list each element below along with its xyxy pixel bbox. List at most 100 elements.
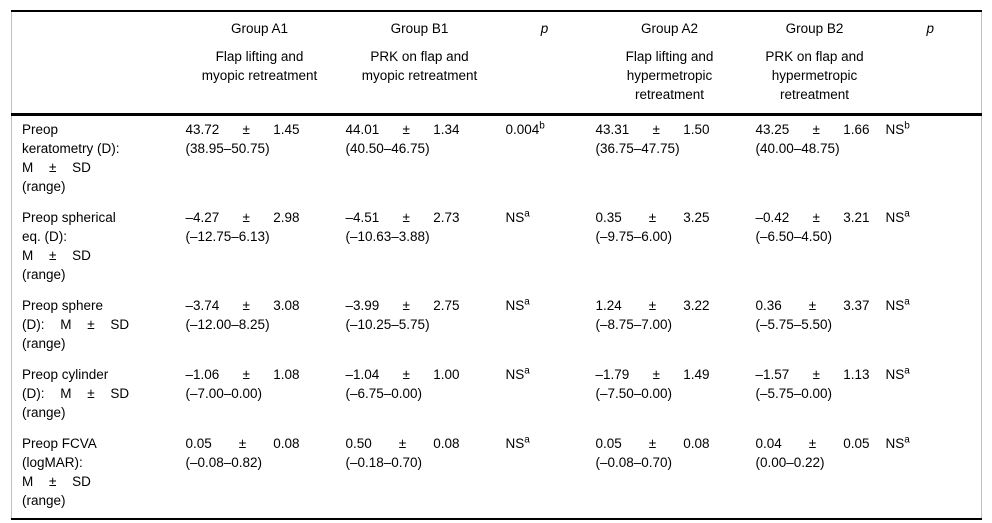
plus-minus: ±: [238, 436, 247, 451]
plus-minus: ±: [652, 367, 660, 382]
mean-value: 0.35: [595, 210, 622, 225]
cell-group-b2: 0.04 ±0.05 (0.00–0.22): [750, 430, 880, 519]
p-value: NS: [885, 436, 905, 451]
range-value: (–5.75–5.50): [755, 317, 833, 332]
plus-minus: ±: [652, 122, 660, 137]
cell-group-a1: 0.05 ±0.08 (–0.08–0.82): [180, 430, 340, 519]
table-row-preop-fcva: Preop FCVA (logMAR): M ± SD (range) 0.05…: [12, 430, 982, 519]
cell-group-b1: 44.01 ±1.34 (40.50–46.75): [340, 115, 500, 205]
plus-minus: ±: [648, 436, 657, 451]
mean-sd-line: –3.74 ±3.08: [186, 296, 300, 315]
mean-sd-line: –4.27 ±2.98: [186, 208, 300, 227]
cell-p2: NSb: [880, 115, 982, 205]
range-value: (0.00–0.22): [755, 455, 825, 470]
group-subtitle-line: retreatment: [779, 87, 850, 102]
mean-sd-line: –1.06 ±1.08: [186, 365, 300, 384]
row-label: Preop sphere (D): M ± SD (range): [12, 292, 180, 361]
range-value: (–0.18–0.70): [345, 455, 423, 470]
column-header-p1: p: [499, 11, 590, 116]
sd-value: 1.13: [843, 367, 870, 382]
preop-data-table: Group A1 Flap lifting and myopic retreat…: [11, 10, 982, 520]
mean-value: 0.05: [595, 436, 622, 451]
cell-p2: NSa: [880, 361, 982, 430]
sd-value: 3.22: [683, 298, 710, 313]
mean-sd-line: 0.35 ±3.25: [596, 208, 710, 227]
cell-group-b1: 0.50 ±0.08 (–0.18–0.70): [340, 430, 500, 519]
p-superscript: a: [904, 434, 910, 446]
mean-sd-line: 43.31 ±1.50: [596, 120, 710, 139]
cell-group-b2: 43.25 ±1.66 (40.00–48.75): [750, 115, 880, 205]
cell-group-a1: –1.06 ±1.08 (–7.00–0.00): [180, 361, 340, 430]
cell-group-a2: –1.79 ±1.49 (–7.50–0.00): [590, 361, 750, 430]
plus-minus: ±: [812, 210, 820, 225]
cell-group-b2: 0.36 ±3.37 (–5.75–5.50): [750, 292, 880, 361]
p-value: NS: [885, 122, 905, 137]
mean-sd-line: 1.24 ±3.22: [596, 296, 710, 315]
p-superscript: a: [524, 208, 530, 220]
group-name: Group B1: [390, 21, 449, 36]
plus-minus: ±: [242, 298, 250, 313]
range-value: (–12.00–8.25): [185, 317, 270, 332]
plus-minus: ±: [242, 122, 250, 137]
cell-group-a2: 0.35 ±3.25 (–9.75–6.00): [590, 204, 750, 292]
column-header-group-a1: Group A1 Flap lifting and myopic retreat…: [179, 11, 340, 116]
range-value: (–10.25–5.75): [345, 317, 430, 332]
mean-sd-line: 0.05 ±0.08: [596, 434, 710, 453]
mean-value: –3.99: [345, 298, 380, 313]
label-line: Preop FCVA: [22, 436, 97, 451]
label-line: Preop spherical: [22, 210, 116, 225]
p-value: NS: [505, 367, 525, 382]
plus-minus: ±: [398, 436, 407, 451]
group-subtitle: PRK on flap and myopic retreatment: [344, 47, 496, 85]
plus-minus: ±: [242, 367, 250, 382]
p-superscript: a: [524, 296, 530, 308]
mean-sd-line: –4.51 ±2.73: [346, 208, 460, 227]
mean-value: 0.50: [345, 436, 372, 451]
range-value: (40.50–46.75): [345, 141, 430, 156]
label-line: (range): [22, 405, 66, 420]
p-value: NS: [505, 436, 525, 451]
sd-value: 1.66: [843, 122, 870, 137]
mean-sd-line: 0.05 ±0.08: [186, 434, 300, 453]
mean-value: 1.24: [595, 298, 622, 313]
label-line: Preop: [22, 122, 59, 137]
range-value: (36.75–47.75): [595, 141, 680, 156]
mean-value: 0.05: [185, 436, 212, 451]
group-subtitle-line: myopic retreatment: [201, 68, 318, 83]
cell-p2: NSa: [880, 292, 982, 361]
column-header-group-b2: Group B2 PRK on flap and hypermetropic r…: [749, 11, 880, 116]
column-header-p2: p: [879, 11, 982, 116]
mean-sd-line: –3.99 ±2.75: [346, 296, 460, 315]
sd-value: 2.75: [433, 298, 460, 313]
group-subtitle-line: hypermetropic: [626, 68, 713, 83]
sd-value: 0.08: [433, 436, 460, 451]
table-row-preop-sphere: Preop sphere (D): M ± SD (range) –3.74 ±3…: [12, 292, 982, 361]
cell-p1: NSa: [500, 204, 590, 292]
cell-p1: NSa: [500, 430, 590, 519]
group-subtitle-line: hypermetropic: [771, 68, 858, 83]
mean-sd-line: 0.50 ±0.08: [346, 434, 460, 453]
label-line: (range): [22, 336, 66, 351]
plus-minus: ±: [812, 367, 820, 382]
cell-p1: NSa: [500, 361, 590, 430]
mean-sd-line: –1.57 ±1.13: [756, 365, 870, 384]
row-label: Preop keratometry (D): M ± SD (range): [12, 115, 180, 205]
label-line: M ± SD: [22, 160, 91, 175]
sd-value: 0.05: [843, 436, 870, 451]
header-row: Group A1 Flap lifting and myopic retreat…: [11, 11, 982, 116]
sd-value: 2.73: [433, 210, 460, 225]
sd-value: 1.50: [683, 122, 710, 137]
mean-value: 43.25: [755, 122, 790, 137]
p-column-label: p: [926, 21, 934, 36]
range-value: (–12.75–6.13): [185, 229, 270, 244]
p-value: NS: [505, 298, 525, 313]
range-value: (–6.75–0.00): [345, 386, 423, 401]
group-subtitle: Flap lifting and hypermetropic retreatme…: [594, 47, 746, 104]
label-line: (range): [22, 267, 66, 282]
mean-value: 43.72: [185, 122, 220, 137]
plus-minus: ±: [812, 122, 820, 137]
p-value: NS: [885, 298, 905, 313]
mean-sd-line: –1.79 ±1.49: [596, 365, 710, 384]
group-subtitle: PRK on flap and hypermetropic retreatmen…: [754, 47, 876, 104]
range-value: (–9.75–6.00): [595, 229, 673, 244]
